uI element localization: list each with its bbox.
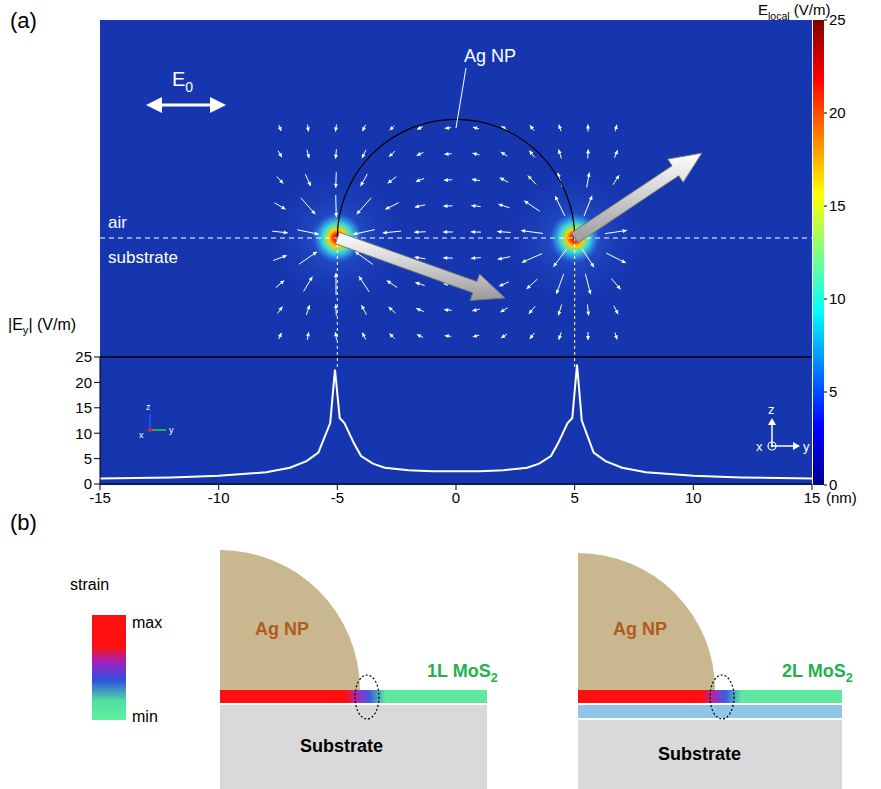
svg-text:2L MoS2: 2L MoS2 xyxy=(782,661,853,685)
svg-text:(b): (b) xyxy=(10,510,37,535)
svg-text:Ag NP: Ag NP xyxy=(255,619,309,639)
svg-text:-15: -15 xyxy=(89,489,111,506)
svg-text:10: 10 xyxy=(75,425,92,442)
svg-text:min: min xyxy=(132,708,158,725)
svg-text:15: 15 xyxy=(804,489,821,506)
svg-text:15: 15 xyxy=(829,197,846,214)
svg-text:y: y xyxy=(169,425,174,435)
svg-text:5: 5 xyxy=(570,489,578,506)
svg-text:10: 10 xyxy=(829,290,846,307)
svg-text:Substrate: Substrate xyxy=(658,744,741,764)
html-text:|Ey| (V/m): |Ey| (V/m) xyxy=(8,316,77,337)
svg-text:x: x xyxy=(756,439,763,454)
svg-text:20: 20 xyxy=(75,374,92,391)
svg-text:25: 25 xyxy=(75,348,92,365)
svg-text:-10: -10 xyxy=(208,489,230,506)
html-text:(nm): (nm) xyxy=(826,489,857,506)
svg-text:(a): (a) xyxy=(10,8,37,33)
svg-text:0: 0 xyxy=(829,476,838,493)
svg-text:25: 25 xyxy=(829,11,846,28)
svg-text:strain: strain xyxy=(70,576,109,593)
svg-text:5: 5 xyxy=(829,383,837,400)
svg-text:0: 0 xyxy=(452,489,460,506)
svg-text:z: z xyxy=(768,402,775,417)
svg-text:1L MoS2: 1L MoS2 xyxy=(427,661,498,685)
svg-text:z: z xyxy=(146,402,151,412)
svg-text:air: air xyxy=(108,213,127,232)
svg-text:y: y xyxy=(803,439,810,454)
svg-text:max: max xyxy=(132,614,162,631)
svg-text:E0: E0 xyxy=(172,68,193,95)
svg-text:15: 15 xyxy=(75,399,92,416)
svg-text:substrate: substrate xyxy=(108,248,178,267)
svg-text:10: 10 xyxy=(685,489,702,506)
svg-text:20: 20 xyxy=(829,104,846,121)
svg-text:Elocal (V/m): Elocal (V/m) xyxy=(758,1,830,22)
svg-text:Substrate: Substrate xyxy=(300,736,383,756)
svg-text:5: 5 xyxy=(84,450,92,467)
svg-text:Ag NP: Ag NP xyxy=(613,619,667,639)
svg-text:Ag NP: Ag NP xyxy=(464,46,516,66)
svg-text:x: x xyxy=(139,430,144,440)
svg-text:0: 0 xyxy=(84,475,92,492)
svg-text:-5: -5 xyxy=(331,489,344,506)
